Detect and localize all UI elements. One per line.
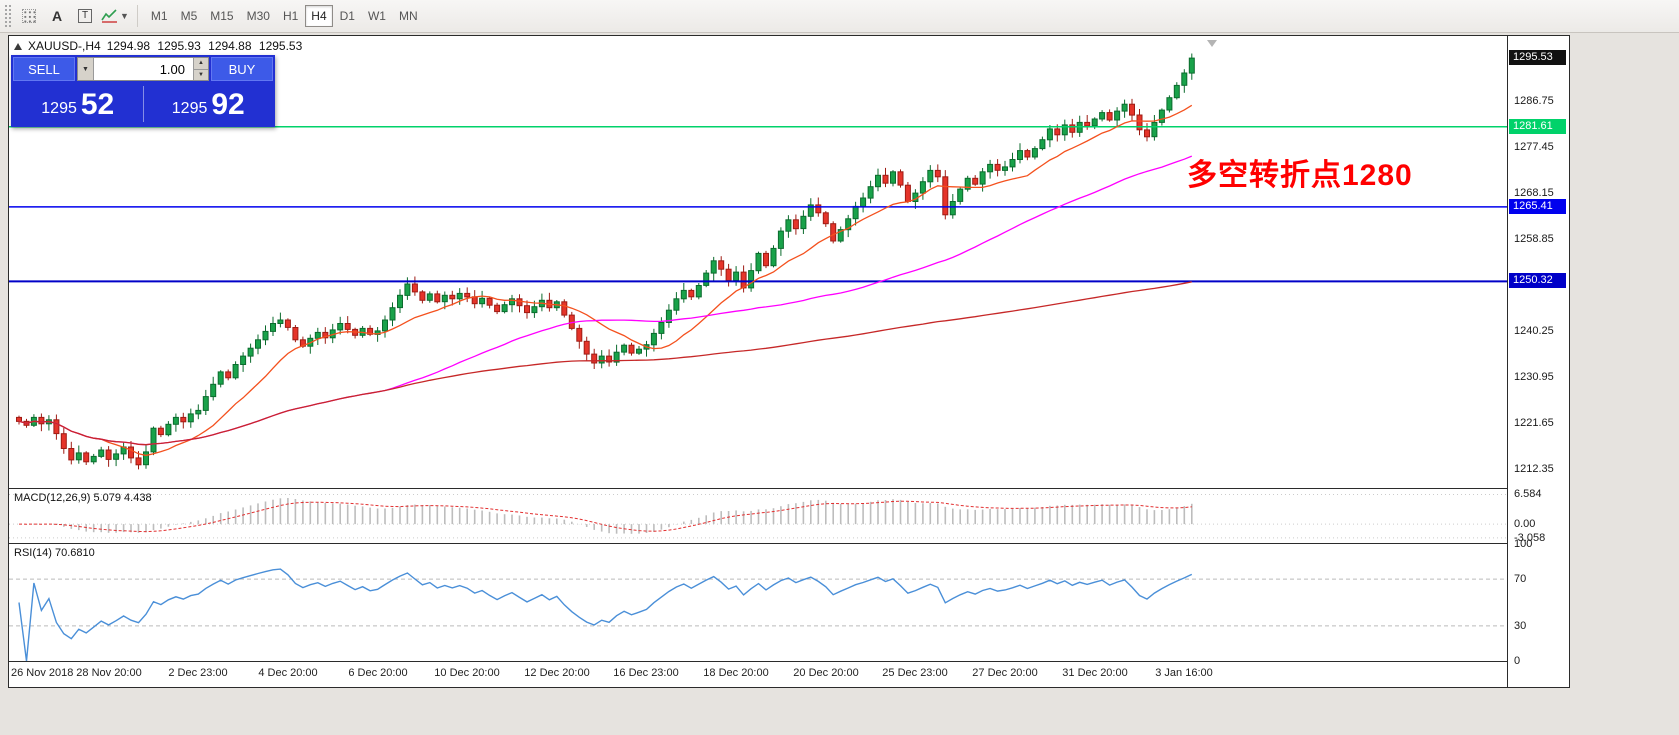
chart-ohlc-header: XAUUSD-,H4 1294.98 1295.93 1294.88 1295.… (14, 39, 306, 53)
open-value: 1294.98 (106, 39, 151, 53)
chart-annotation-text: 多空转折点1280 (1187, 159, 1413, 192)
time-axis-label: 16 Dec 23:00 (613, 667, 679, 679)
time-axis-label: 28 Nov 20:00 (76, 667, 142, 679)
buy-button[interactable]: BUY (211, 57, 273, 81)
time-axis-label: 12 Dec 20:00 (524, 667, 590, 679)
time-axis-label: 25 Dec 23:00 (882, 667, 948, 679)
timeframe-mn-button[interactable]: MN (393, 5, 424, 27)
price-tick-label: 1230.95 (1514, 371, 1554, 383)
buy-price-main: 1295 (171, 100, 208, 117)
current-price-label: 1295.53 (1509, 50, 1566, 65)
time-axis[interactable]: 26 Nov 2018 28 Nov 20:00 2 Dec 23:00 4 Dec … (9, 662, 1507, 687)
sell-price[interactable]: 1295 52 (13, 83, 143, 125)
chevron-down-icon: ▼ (120, 11, 129, 21)
timeframe-h4-button[interactable]: H4 (305, 5, 333, 27)
sell-price-main: 1295 (41, 100, 77, 117)
time-axis-label: 10 Dec 20:00 (434, 667, 500, 679)
macd-tick-label: 0.00 (1514, 518, 1536, 530)
time-axis-label: 20 Dec 20:00 (793, 667, 859, 679)
rsi-tick-label: 100 (1514, 538, 1533, 550)
timeframe-m5-button[interactable]: M5 (175, 5, 204, 27)
pattern-tool-button[interactable] (16, 4, 42, 28)
volume-stepper: ▲ ▼ (193, 58, 208, 80)
one-click-trading-panel: SELL ▼ 1.00 ▲ ▼ BUY 1295 52 (11, 55, 275, 127)
hline-price-label: 1281.61 (1509, 119, 1566, 134)
volume-decrease-button[interactable]: ▼ (194, 69, 208, 80)
volume-input[interactable]: 1.00 (94, 58, 193, 80)
low-value: 1294.88 (208, 39, 252, 53)
indicators-button[interactable]: ▼ (100, 4, 130, 28)
price-tick-label: 1212.35 (1514, 463, 1554, 475)
hline-price-label: 1265.41 (1509, 199, 1566, 214)
sell-price-pips: 52 (80, 88, 115, 121)
timeframe-w1-button[interactable]: W1 (362, 5, 392, 27)
buy-price[interactable]: 1295 92 (144, 83, 274, 125)
price-tick-label: 1240.25 (1514, 325, 1554, 337)
price-tick-label: 1277.45 (1514, 141, 1554, 153)
price-axis[interactable]: 1286.75 1277.45 1268.15 1258.85 1240.25 1230.… (1507, 36, 1569, 687)
rsi-label: RSI(14) 70.6810 (14, 547, 95, 559)
text-label-tool-button[interactable]: A (44, 4, 70, 28)
timeframe-m15-button[interactable]: M15 (204, 5, 239, 27)
macd-label: MACD(12,26,9) 5.079 4.438 (14, 492, 152, 504)
time-axis-label: 26 Nov 2018 (11, 667, 74, 679)
ohlc-values: 1294.98 1295.93 1294.88 1295.53 (107, 39, 307, 53)
timeframe-group: M1 M5 M15 M30 H1 H4 D1 W1 MN (145, 5, 424, 27)
volume-dropdown-button[interactable]: ▼ (78, 58, 94, 80)
chevron-down-icon: ▼ (82, 65, 89, 73)
macd-tick-label: 6.584 (1514, 488, 1542, 500)
buy-price-pips: 92 (211, 88, 245, 121)
toolbar-separator (136, 5, 138, 27)
price-tick-label: 1286.75 (1514, 95, 1554, 107)
rsi-tick-label: 30 (1514, 620, 1527, 632)
price-tick-label: 1221.65 (1514, 417, 1554, 429)
time-axis-label: 27 Dec 20:00 (972, 667, 1038, 679)
time-axis-label: 4 Dec 20:00 (258, 667, 318, 679)
rsi-tick-label: 0 (1514, 655, 1521, 667)
oneclick-toggle-icon[interactable] (14, 42, 22, 50)
chart-window: XAUUSD-,H4 1294.98 1295.93 1294.88 1295.… (8, 35, 1570, 688)
indicator-icon (101, 9, 117, 23)
sell-button[interactable]: SELL (13, 57, 75, 81)
shift-marker-icon (1207, 40, 1217, 47)
high-value: 1295.93 (157, 39, 201, 53)
hline-price-label: 1250.32 (1509, 273, 1566, 288)
rsi-tick-label: 70 (1514, 573, 1527, 585)
toolbar-drag-handle[interactable] (4, 4, 12, 28)
toolbar: A T ▼ M1 M5 M15 M30 H1 H4 D1 W1 MN (0, 0, 1679, 33)
macd-plot[interactable] (9, 489, 1507, 543)
price-divider (142, 86, 144, 122)
close-value: 1295.53 (258, 39, 303, 53)
volume-increase-button[interactable]: ▲ (194, 58, 208, 70)
rsi-plot[interactable] (9, 544, 1507, 661)
price-tick-label: 1268.15 (1514, 187, 1554, 199)
text-tool-button[interactable]: T (72, 4, 98, 28)
panel-separator[interactable] (9, 488, 1569, 489)
symbol-timeframe-label: XAUUSD-,H4 (28, 39, 101, 53)
macd-tick-label: -3.058 (1514, 532, 1546, 544)
time-axis-label: 3 Jan 16:00 (1155, 667, 1213, 679)
time-axis-label: 2 Dec 23:00 (168, 667, 228, 679)
volume-field: ▼ 1.00 ▲ ▼ (77, 57, 209, 81)
letter-a-icon: A (51, 8, 63, 24)
time-axis-label: 6 Dec 20:00 (348, 667, 408, 679)
panel-separator (9, 661, 1569, 662)
timeframe-m1-button[interactable]: M1 (145, 5, 174, 27)
price-tick-label: 1258.85 (1514, 233, 1554, 245)
timeframe-d1-button[interactable]: D1 (334, 5, 361, 27)
grid-pattern-icon (22, 9, 36, 23)
candlestick-series (16, 53, 1195, 470)
text-box-icon: T (77, 9, 93, 23)
timeframe-h1-button[interactable]: H1 (277, 5, 304, 27)
time-axis-label: 18 Dec 20:00 (703, 667, 769, 679)
timeframe-m30-button[interactable]: M30 (241, 5, 276, 27)
time-axis-label: 31 Dec 20:00 (1062, 667, 1128, 679)
panel-separator[interactable] (9, 543, 1569, 544)
